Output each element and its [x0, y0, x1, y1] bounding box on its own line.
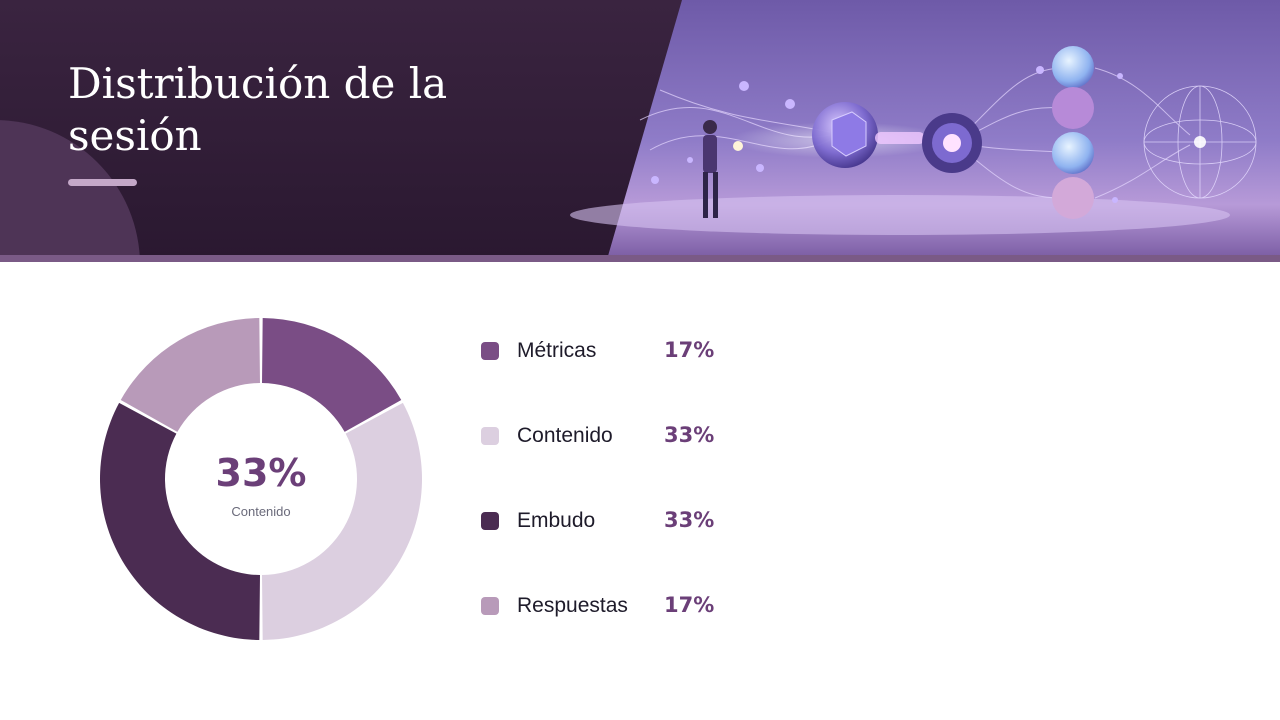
legend-item-contenido: Contenido 33%	[480, 411, 800, 463]
legend-swatch	[481, 597, 499, 615]
legend-item-embudo: Embudo 33%	[480, 496, 800, 548]
legend-value: 17%	[664, 593, 715, 617]
donut-slice-contenido	[262, 402, 423, 640]
legend-label: Embudo	[517, 509, 596, 532]
legend-swatch	[481, 512, 499, 530]
donut-slices	[99, 318, 423, 640]
legend-item-respuestas: Respuestas 17%	[480, 581, 800, 633]
legend-label: Métricas	[517, 339, 597, 362]
legend-value: 33%	[664, 508, 715, 532]
donut-slice-metricas	[262, 318, 402, 432]
page-title: Distribución de la sesión	[68, 59, 448, 160]
title-underline	[68, 179, 137, 186]
legend-label: Contenido	[517, 424, 613, 447]
header-banner: Distribución de la sesión	[0, 0, 1280, 262]
donut-center-label: Contenido	[231, 504, 290, 519]
hero-illustration	[570, 0, 1280, 256]
donut-slice-embudo	[99, 402, 260, 640]
donut-chart: 33% Contenido	[99, 318, 423, 640]
legend-swatch	[481, 427, 499, 445]
donut-center-value: 33%	[216, 451, 307, 495]
legend-item-metricas: Métricas 17%	[480, 326, 800, 378]
legend-value: 17%	[664, 338, 715, 362]
donut-slice-respuestas	[120, 318, 260, 432]
legend-value: 33%	[664, 423, 715, 447]
legend-swatch	[481, 342, 499, 360]
header-divider	[0, 255, 1280, 262]
legend-label: Respuestas	[517, 594, 628, 617]
